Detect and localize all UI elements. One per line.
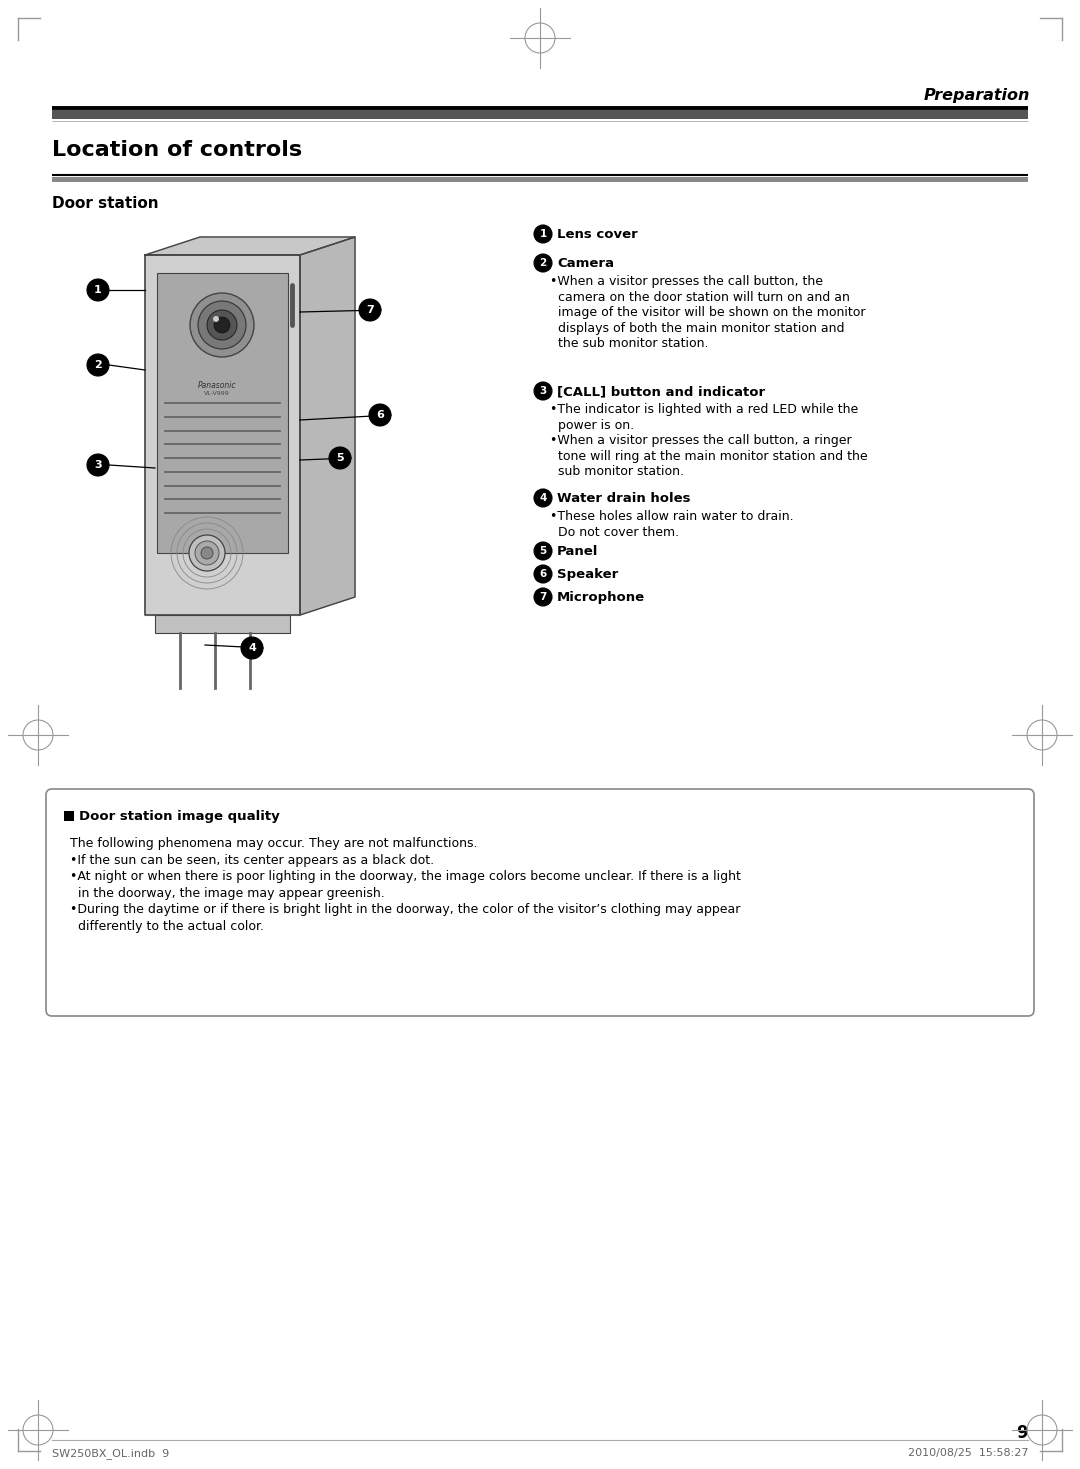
Text: VL-V999: VL-V999 [204,391,230,397]
Circle shape [201,546,213,560]
Text: 5: 5 [336,452,343,463]
Circle shape [189,535,225,571]
Text: image of the visitor will be shown on the monitor: image of the visitor will be shown on th… [550,306,865,319]
Text: 9: 9 [1016,1423,1028,1443]
Text: •When a visitor presses the call button, the: •When a visitor presses the call button,… [550,275,823,288]
FancyBboxPatch shape [157,273,288,552]
Text: Water drain holes: Water drain holes [557,492,690,505]
Text: 5: 5 [539,546,546,555]
Circle shape [534,382,552,400]
Text: Door station: Door station [52,195,159,212]
Circle shape [87,354,109,376]
Polygon shape [145,256,300,616]
Text: 2010/08/25  15:58:27: 2010/08/25 15:58:27 [907,1448,1028,1459]
Text: Do not cover them.: Do not cover them. [550,526,679,539]
FancyBboxPatch shape [52,176,1028,182]
Circle shape [534,588,552,607]
Text: SW250BX_OL.indb  9: SW250BX_OL.indb 9 [52,1448,170,1459]
Text: 6: 6 [539,569,546,579]
Text: 2: 2 [94,360,102,370]
Circle shape [195,541,219,566]
Text: Lens cover: Lens cover [557,228,638,241]
Text: •At night or when there is poor lighting in the doorway, the image colors become: •At night or when there is poor lighting… [70,870,741,883]
Circle shape [534,225,552,242]
Text: Microphone: Microphone [557,591,645,604]
Text: Preparation: Preparation [923,88,1030,103]
Text: •If the sun can be seen, its center appears as a black dot.: •If the sun can be seen, its center appe… [70,853,434,867]
Text: Door station image quality: Door station image quality [79,809,280,823]
Circle shape [190,292,254,357]
FancyBboxPatch shape [46,789,1034,1017]
Text: [CALL] button and indicator: [CALL] button and indicator [557,385,765,398]
Text: Camera: Camera [557,257,615,270]
Text: •These holes allow rain water to drain.: •These holes allow rain water to drain. [550,510,794,523]
Text: 2: 2 [539,259,546,267]
Text: •When a visitor presses the call button, a ringer: •When a visitor presses the call button,… [550,433,852,447]
Circle shape [329,447,351,469]
Text: 4: 4 [539,494,546,502]
Text: 3: 3 [94,460,102,470]
Text: displays of both the main monitor station and: displays of both the main monitor statio… [550,322,845,335]
Circle shape [534,542,552,560]
Text: 7: 7 [366,306,374,314]
Text: power is on.: power is on. [550,419,634,432]
Circle shape [534,489,552,507]
Polygon shape [300,237,355,616]
Text: camera on the door station will turn on and an: camera on the door station will turn on … [550,291,850,304]
Circle shape [359,300,381,322]
Polygon shape [145,237,355,256]
Text: 4: 4 [248,643,256,654]
Circle shape [214,317,230,333]
Text: 1: 1 [539,229,546,239]
FancyBboxPatch shape [156,616,291,633]
Text: differently to the actual color.: differently to the actual color. [70,920,264,933]
Text: Speaker: Speaker [557,569,618,582]
Circle shape [198,301,246,350]
Text: Panel: Panel [557,545,598,558]
Circle shape [369,404,391,426]
Circle shape [534,566,552,583]
Text: in the doorway, the image may appear greenish.: in the doorway, the image may appear gre… [70,886,384,899]
Text: 3: 3 [539,386,546,397]
Text: The following phenomena may occur. They are not malfunctions.: The following phenomena may occur. They … [70,837,477,851]
Text: 1: 1 [94,285,102,295]
Text: the sub monitor station.: the sub monitor station. [550,336,708,350]
Text: Location of controls: Location of controls [52,140,302,160]
FancyBboxPatch shape [64,811,75,821]
Text: 6: 6 [376,410,383,420]
Circle shape [87,454,109,476]
Circle shape [87,279,109,301]
Text: tone will ring at the main monitor station and the: tone will ring at the main monitor stati… [550,450,867,463]
Circle shape [207,310,237,339]
Text: sub monitor station.: sub monitor station. [550,466,684,477]
Text: •During the daytime or if there is bright light in the doorway, the color of the: •During the daytime or if there is brigh… [70,903,741,917]
Text: Panasonic: Panasonic [198,380,237,389]
FancyBboxPatch shape [52,110,1028,119]
Circle shape [241,638,264,660]
Text: 7: 7 [539,592,546,602]
Circle shape [534,254,552,272]
Text: •The indicator is lighted with a red LED while the: •The indicator is lighted with a red LED… [550,403,859,416]
Circle shape [213,316,219,322]
